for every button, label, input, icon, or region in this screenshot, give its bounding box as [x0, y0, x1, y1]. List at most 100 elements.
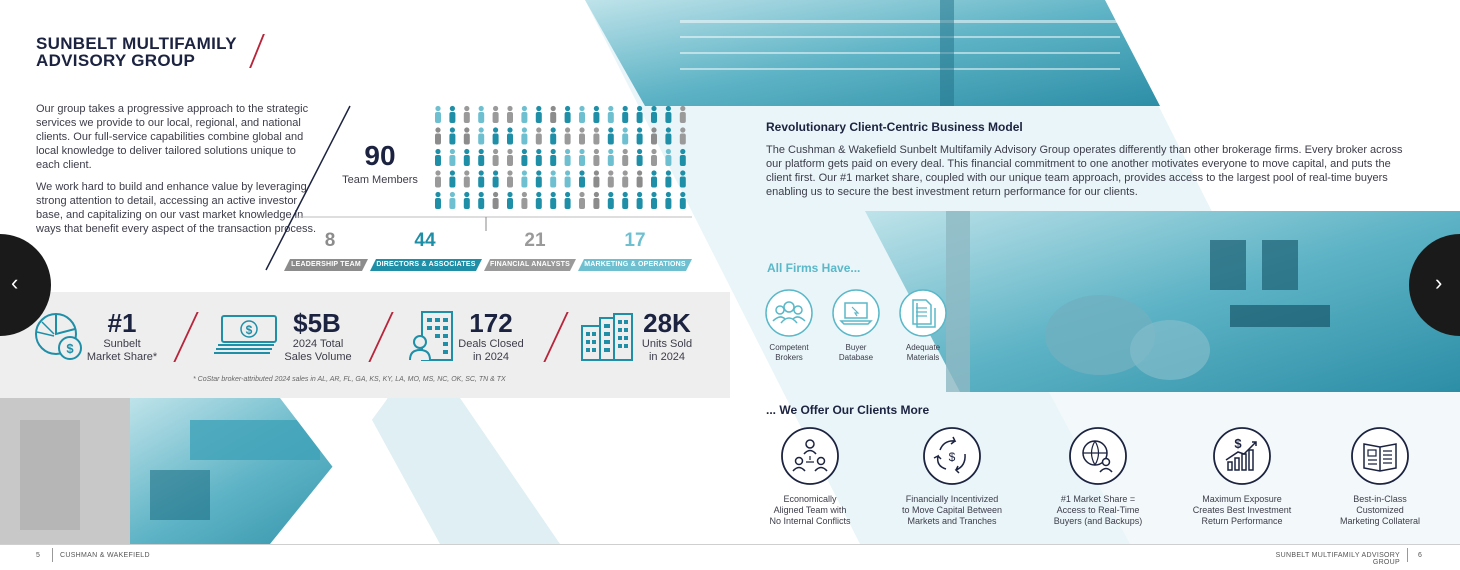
chevron-right-icon: › — [1435, 270, 1443, 295]
person-icon — [593, 133, 600, 145]
offer-heading: ... We Offer Our Clients More — [766, 403, 930, 417]
person-icon — [507, 198, 513, 209]
dept-tag-analysts: FINANCIAL ANALYSTS — [484, 259, 576, 271]
person-icon — [564, 176, 571, 188]
people-group-icon — [765, 289, 813, 337]
person-icon — [435, 127, 441, 133]
person-icon — [521, 191, 527, 198]
svg-text:$: $ — [1234, 436, 1242, 451]
footer-page-number-right: 6 — [1418, 552, 1423, 559]
person-icon — [435, 170, 441, 176]
person-icon — [636, 133, 643, 145]
person-icon — [636, 198, 643, 209]
person-icon — [463, 176, 470, 188]
person-icon — [651, 170, 657, 176]
person-icon — [637, 191, 643, 198]
person-icon — [435, 148, 441, 155]
person-icon — [593, 127, 599, 133]
person-icon — [651, 176, 657, 188]
firm-label-brokers-line-1: Competent — [769, 343, 809, 352]
person-icon — [651, 127, 657, 133]
person-icon — [622, 112, 629, 123]
intro-paragraph-1: Our group takes a progressive approach t… — [36, 103, 309, 171]
person-icon — [665, 191, 671, 198]
stat-value-deals-closed: 172 — [469, 308, 513, 338]
people-grid — [435, 105, 686, 209]
person-icon — [435, 105, 441, 112]
offer-label-maximum-exposure: Maximum Exposure Creates Best Investment… — [1176, 494, 1308, 527]
person-icon — [665, 170, 671, 176]
person-icon — [536, 127, 542, 133]
person-icon — [651, 155, 657, 166]
offer-label-aligned-team-line-2: Aligned Team with — [773, 505, 847, 515]
person-icon — [564, 198, 571, 209]
team-network-icon — [781, 427, 839, 485]
person-icon — [651, 198, 657, 209]
person-icon — [521, 170, 527, 176]
documents-icon — [899, 289, 947, 337]
stat-label-deals-closed-line-2: in 2024 — [472, 351, 510, 363]
offer-label-market-share-line-1: #1 Market Share = — [1060, 494, 1136, 504]
svg-text:$: $ — [949, 450, 956, 464]
person-icon — [492, 198, 499, 209]
person-icon — [478, 155, 485, 166]
person-icon — [507, 133, 513, 145]
dept-count-leadership: 8 — [324, 230, 336, 251]
person-icon — [507, 170, 513, 176]
person-icon — [449, 198, 456, 209]
offer-label-aligned-team: Economically Aligned Team with No Intern… — [744, 494, 876, 527]
person-icon — [637, 127, 643, 133]
person-icon — [651, 105, 657, 112]
person-icon — [435, 198, 441, 209]
team-label: Team Members — [342, 174, 418, 186]
person-icon — [449, 105, 455, 112]
person-icon — [637, 105, 643, 112]
person-icon — [449, 112, 456, 123]
offer-label-maximum-exposure-line-3: Return Performance — [1201, 516, 1283, 526]
person-icon — [550, 176, 557, 188]
person-icon — [579, 112, 585, 123]
laptop-icon — [832, 289, 880, 337]
dept-tag-marketing: MARKETING & OPERATIONS — [578, 259, 692, 271]
firm-label-materials: Adequate Materials — [888, 343, 958, 363]
stat-label-units-sold: Units Sold in 2024 — [630, 338, 704, 364]
person-icon — [521, 148, 527, 155]
person-icon — [550, 133, 557, 145]
person-icon — [608, 127, 614, 133]
person-icon — [492, 176, 499, 188]
person-icon — [550, 105, 556, 112]
footer-page-number-left: 5 — [36, 552, 41, 559]
person-icon — [622, 127, 628, 133]
firm-label-brokers-line-2: Brokers — [775, 353, 803, 362]
person-icon — [608, 148, 614, 155]
person-icon — [622, 148, 628, 155]
person-icon — [680, 148, 686, 155]
person-icon — [449, 155, 456, 166]
person-icon — [622, 105, 628, 112]
stat-label-deals-closed: Deals Closed in 2024 — [452, 338, 530, 364]
person-icon — [679, 155, 686, 166]
person-icon — [665, 176, 672, 188]
person-icon — [607, 112, 614, 123]
dept-tag-leadership: LEADERSHIP TEAM — [284, 259, 368, 271]
person-icon — [507, 105, 513, 112]
pie-chart-dollar-icon: $ — [35, 313, 82, 360]
person-icon — [579, 127, 585, 133]
offer-label-financially-incentivized-line-2: to Move Capital Between — [901, 505, 1003, 515]
person-icon — [478, 176, 485, 188]
person-icon — [680, 170, 686, 176]
stat-label-market-share-line-1: Sunbelt — [103, 338, 141, 350]
person-icon — [579, 105, 585, 112]
person-icon — [535, 155, 542, 166]
team-infographic — [265, 105, 692, 271]
person-icon — [593, 176, 600, 188]
person-icon — [665, 198, 672, 209]
globe-person-icon — [1069, 427, 1127, 485]
stat-label-deals-closed-line-1: Deals Closed — [458, 338, 524, 350]
person-icon — [593, 148, 599, 155]
offer-label-marketing-collateral-line-2: Customized — [1356, 505, 1404, 515]
growth-chart-icon: $ — [1213, 427, 1271, 485]
person-icon — [593, 112, 600, 123]
stat-label-units-sold-line-2: in 2024 — [648, 351, 686, 363]
